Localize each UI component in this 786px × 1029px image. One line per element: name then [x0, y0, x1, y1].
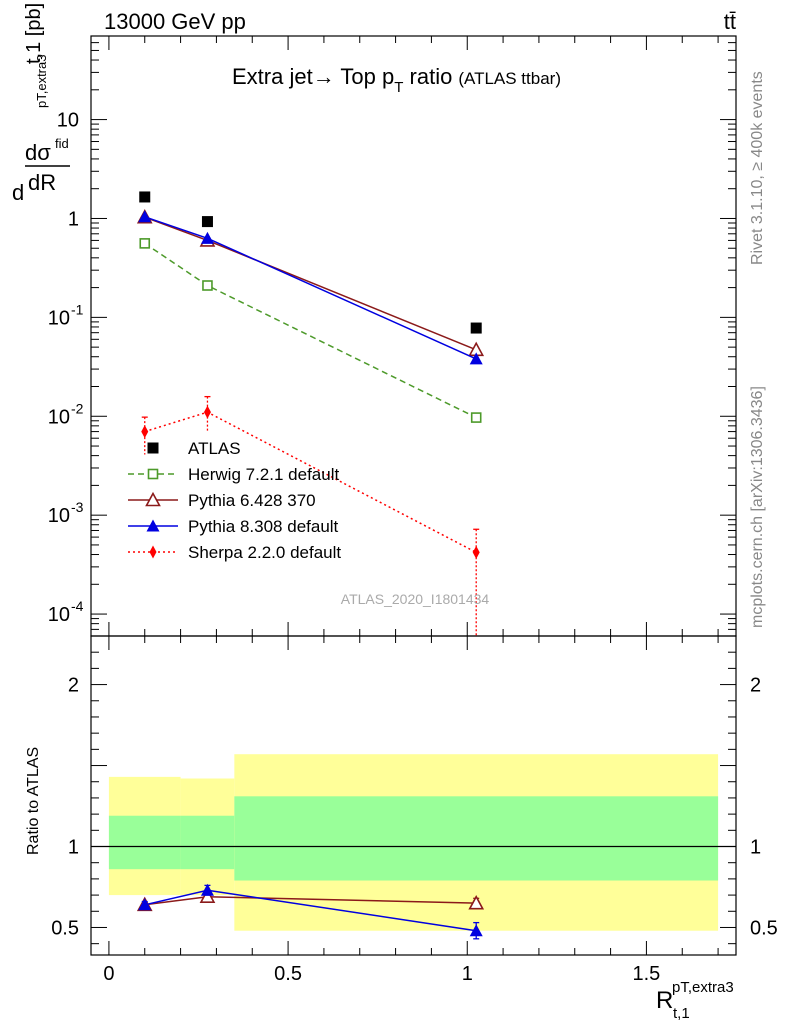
- legend-label: Herwig 7.2.1 default: [188, 465, 339, 484]
- svg-text:d: d: [12, 180, 24, 205]
- y-tick-exponent: -1: [71, 301, 84, 317]
- legend-marker: [145, 491, 161, 507]
- legend-marker: [149, 545, 157, 559]
- data-point: [472, 545, 480, 559]
- ratio-data-point: [469, 924, 483, 937]
- data-point: [138, 210, 152, 223]
- data-point: [141, 425, 149, 439]
- legend-label: ATLAS: [188, 439, 241, 458]
- legend-label: Sherpa 2.2.0 default: [188, 543, 341, 562]
- y-tick-label: 10: [48, 604, 70, 626]
- legend-entry-4: Sherpa 2.2.0 default: [128, 543, 341, 562]
- beam-label: 13000 GeV pp: [104, 9, 246, 34]
- y-tick-label: 10: [48, 307, 70, 329]
- process-label: tt̄: [724, 9, 736, 34]
- series-line-3: [144, 216, 477, 360]
- ratio-band-inner-2: [234, 796, 719, 881]
- data-point: [202, 280, 213, 291]
- y-tick-label: 10: [48, 505, 70, 527]
- legend-marker: [147, 468, 159, 480]
- x-tick-label: 1: [462, 963, 473, 985]
- ratio-band-inner-0: [108, 815, 181, 870]
- series-line-1: [144, 242, 477, 419]
- legend-entry-2: Pythia 6.428 370: [128, 491, 316, 510]
- data-point: [469, 352, 483, 365]
- ratio-data-point: [138, 898, 152, 911]
- legend-entry-0: ATLAS: [147, 439, 241, 458]
- ratio-y-tick-label-right: 2: [750, 675, 761, 697]
- ratio-data-point: [468, 895, 485, 910]
- y-tick-exponent: -4: [71, 598, 84, 614]
- mcplots-label: mcplots.cern.ch [arXiv:1306.3436]: [749, 386, 766, 628]
- ratio-y-tick-label: 0.5: [51, 917, 79, 939]
- svg-text:t,1: t,1: [673, 1005, 690, 1022]
- x-tick-label: 0: [103, 963, 114, 985]
- svg-text:fid: fid: [55, 136, 69, 151]
- legend-marker: [146, 519, 160, 532]
- data-point: [139, 238, 151, 249]
- ratio-series: [136, 883, 485, 940]
- data-point: [470, 412, 482, 423]
- svg-text:dσ: dσ: [25, 140, 51, 165]
- series-1: [139, 238, 482, 423]
- top-ylabel: d dσ dR fid pT,extra3 t,1 [pb]: [12, 3, 70, 205]
- x-tick-label: 1.5: [633, 963, 661, 985]
- x-tick-label: 0.5: [274, 963, 302, 985]
- legend-entry-3: Pythia 8.308 default: [128, 517, 339, 536]
- data-point: [139, 191, 151, 203]
- ratio-ylabel: Ratio to ATLAS: [25, 747, 42, 855]
- y-tick-label: 1: [68, 208, 79, 230]
- ratio-data-point: [200, 883, 214, 896]
- ratio-bands: [91, 754, 736, 931]
- rivet-label: Rivet 3.1.10, ≥ 400k events: [749, 71, 766, 265]
- data-point: [203, 405, 211, 419]
- y-tick-exponent: -2: [71, 400, 84, 416]
- svg-text:R: R: [656, 987, 673, 1014]
- series-3: [138, 210, 483, 365]
- legend-entry-1: Herwig 7.2.1 default: [128, 465, 339, 484]
- ratio-y-tick-label-right: 0.5: [750, 917, 778, 939]
- y-tick-label: 10: [48, 406, 70, 428]
- data-point: [200, 231, 214, 244]
- ratio-series-1: [138, 883, 483, 940]
- data-point: [201, 216, 213, 228]
- ratio-band-inner-1: [180, 815, 235, 870]
- series-line-2: [144, 216, 477, 351]
- ratio-panel-frame: 0 0.5 1 1.5 0.5 0.5 1 1 2 2: [51, 36, 778, 985]
- legend-label: Pythia 8.308 default: [188, 517, 339, 536]
- analysis-watermark: ATLAS_2020_I1801434: [341, 591, 490, 607]
- data-point: [470, 322, 482, 334]
- svg-text:dR: dR: [28, 170, 56, 195]
- svg-text:pT,extra3: pT,extra3: [34, 55, 49, 108]
- legend-label: Pythia 6.428 370: [188, 491, 316, 510]
- x-axis-label: R t,1 pT,extra3: [656, 979, 734, 1022]
- svg-text:pT,extra3: pT,extra3: [672, 979, 734, 996]
- ratio-data-point: [199, 888, 216, 904]
- series-0: [139, 191, 482, 334]
- top-series: [136, 191, 485, 636]
- legend: ATLAS Herwig 7.2.1 default Pythia 6.428 37…: [128, 439, 341, 562]
- y-tick-exponent: -3: [71, 499, 84, 515]
- ratio-y-tick-label: 1: [68, 837, 79, 859]
- ratio-y-tick-label: 2: [68, 675, 79, 697]
- plot-title: Extra jet→ Top pT ratio (ATLAS ttbar): [232, 64, 561, 96]
- svg-text:t,1 [pb]: t,1 [pb]: [23, 3, 45, 64]
- series-4: [141, 395, 480, 636]
- y-tick-label: 10: [57, 110, 79, 132]
- ratio-y-tick-label-right: 1: [750, 837, 761, 859]
- ratio-frame-box: [90, 635, 737, 956]
- legend-marker: [147, 442, 159, 454]
